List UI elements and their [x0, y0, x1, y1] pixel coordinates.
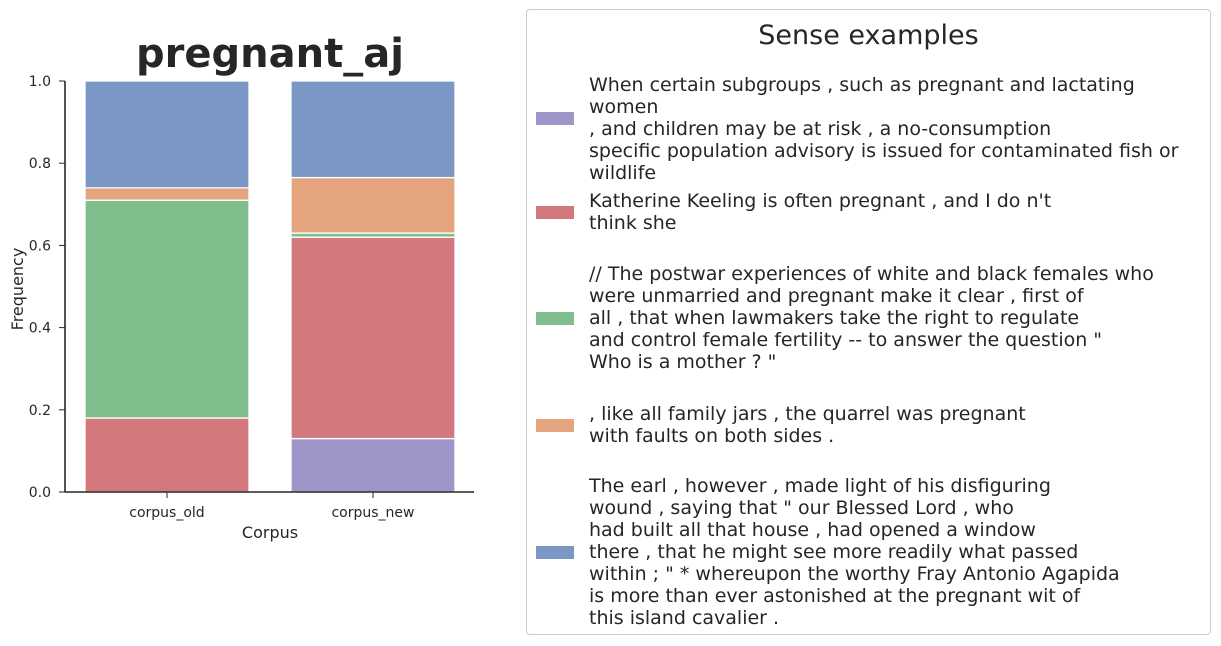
bar-segment-corpus_old-2 [84, 199, 250, 419]
legend-item: // The postwar experiences of white and … [527, 263, 1210, 373]
y-tick-label: 0.8 [29, 156, 51, 172]
y-tick-label: 0.4 [29, 321, 51, 337]
legend-text: // The postwar experiences of white and … [589, 263, 1154, 373]
x-axis-label: Corpus [242, 523, 298, 542]
x-tick-label: corpus_new [331, 505, 414, 521]
legend-item: , like all family jars , the quarrel was… [527, 403, 1210, 447]
y-tick-label: 0.6 [29, 238, 51, 254]
bar-segment-corpus_new-0 [290, 437, 456, 493]
y-tick-label: 0.2 [29, 403, 51, 419]
legend-swatch [536, 546, 574, 559]
legend-title: Sense examples [758, 20, 979, 51]
x-axis-ticks: corpus_old corpus_new [129, 492, 415, 521]
legend-item: The earl , however , made light of his d… [527, 475, 1210, 629]
x-tick-label: corpus_old [129, 505, 204, 521]
legend-item: Katherine Keeling is often pregnant , an… [527, 190, 1210, 234]
bar-segment-corpus_old-3 [84, 187, 250, 201]
bar-segment-corpus_new-1 [290, 236, 456, 440]
legend-swatch [536, 112, 574, 125]
legend-text: Katherine Keeling is often pregnant , an… [589, 190, 1052, 234]
bar-segment-corpus_old-1 [84, 417, 250, 493]
legend-text: , like all family jars , the quarrel was… [589, 403, 1026, 447]
legend-text: The earl , however , made light of his d… [589, 475, 1120, 629]
bar-segment-corpus_old-4 [84, 80, 250, 189]
chart-title: pregnant_aj [136, 31, 404, 77]
bar-segment-corpus_new-3 [290, 176, 456, 234]
legend: Sense examples When certain subgroups , … [526, 9, 1211, 635]
y-axis-ticks: 0.0 0.2 0.4 0.6 0.8 1.0 [29, 74, 65, 501]
legend-swatch [536, 312, 574, 325]
legend-item: When certain subgroups , such as pregnan… [527, 74, 1210, 206]
bar-group [84, 80, 456, 493]
legend-swatch [536, 206, 574, 219]
y-tick-label: 0.0 [29, 485, 51, 501]
legend-swatch [536, 419, 574, 432]
legend-text: When certain subgroups , such as pregnan… [589, 74, 1179, 206]
bar-segment-corpus_new-4 [290, 80, 456, 179]
y-tick-label: 1.0 [29, 74, 51, 90]
y-axis-label: Frequency [8, 248, 27, 331]
stacked-bar-chart: pregnant_aj 0.0 0.2 0.4 0.6 0.8 1.0 corpus_ol… [8, 31, 474, 542]
